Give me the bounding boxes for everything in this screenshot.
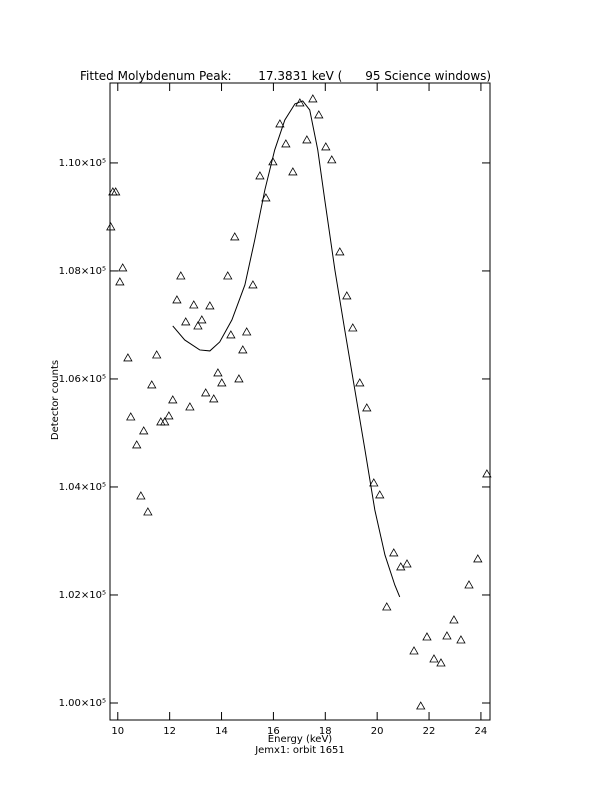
x-tick-label: 16 [267, 726, 280, 737]
data-point [115, 277, 125, 286]
data-point [342, 291, 352, 300]
data-point [362, 403, 372, 412]
data-point [348, 323, 358, 332]
data-point [156, 417, 166, 426]
data-point [389, 548, 399, 557]
y-axis-label: Detector counts [50, 360, 61, 440]
y-tick-label: 1.08×10⁵ [59, 266, 106, 277]
data-point [436, 658, 446, 667]
data-point [242, 327, 252, 336]
data-point [416, 701, 426, 710]
x-tick-label: 24 [475, 726, 488, 737]
data-point [248, 280, 258, 289]
data-point [422, 632, 432, 641]
data-point [230, 232, 240, 241]
data-point [118, 263, 128, 272]
data-point [201, 388, 211, 397]
data-point [136, 491, 146, 500]
plot-frame [109, 82, 491, 721]
data-point [261, 193, 271, 202]
chart-title: Fitted Molybdenum Peak: 17.3831 keV ( 95… [80, 69, 491, 83]
data-point [151, 350, 162, 359]
data-point [314, 110, 324, 119]
data-point [126, 412, 136, 421]
data-point [275, 119, 285, 128]
data-point [281, 139, 291, 148]
data-point [429, 654, 439, 663]
data-point [288, 167, 298, 176]
data-point [255, 171, 265, 180]
data-point [302, 135, 312, 144]
data-point [402, 559, 412, 568]
x-tick-label: 12 [163, 726, 176, 737]
x-axis-label: Energy (keV) [268, 734, 333, 745]
y-tick-label: 1.06×10⁵ [59, 374, 106, 385]
data-point [213, 368, 223, 377]
data-point [181, 317, 191, 326]
data-point [217, 378, 227, 387]
x-tick-label: 22 [423, 726, 436, 737]
subtitle: Jemx1: orbit 1651 [254, 745, 345, 756]
data-point [335, 247, 345, 256]
y-tick-label: 1.10×10⁵ [59, 158, 106, 169]
data-point [160, 417, 170, 426]
data-point [369, 478, 379, 487]
data-point [223, 271, 233, 280]
data-point [147, 380, 157, 389]
data-point [139, 426, 149, 435]
fit-line [172, 100, 401, 598]
y-tick-label: 1.02×10⁵ [59, 590, 106, 601]
data-point [473, 554, 483, 563]
data-point [176, 271, 186, 280]
data-point [268, 157, 278, 166]
x-tick-label: 14 [215, 726, 228, 737]
data-point [111, 187, 121, 196]
data-point [442, 631, 452, 640]
data-point [308, 94, 318, 103]
data-point [234, 374, 244, 383]
data-point [189, 300, 199, 309]
data-point [197, 315, 207, 324]
data-point [106, 222, 116, 231]
data-point [382, 602, 392, 611]
data-point [327, 155, 337, 164]
data-point [164, 411, 174, 420]
data-point [482, 469, 492, 478]
data-point [396, 562, 406, 571]
y-tick-label: 1.00×10⁵ [59, 698, 106, 709]
data-point [409, 646, 419, 655]
data-point [355, 378, 365, 387]
x-tick-label: 18 [319, 726, 332, 737]
data-point [123, 353, 133, 362]
data-point [209, 394, 219, 403]
data-point [238, 345, 248, 354]
data-point [449, 615, 459, 624]
data-point [172, 295, 182, 304]
data-point [132, 440, 142, 449]
data-point [464, 580, 474, 589]
data-point [456, 635, 466, 644]
data-point [143, 507, 153, 516]
y-tick-label: 1.04×10⁵ [59, 482, 106, 493]
data-point [375, 490, 385, 499]
data-point [168, 395, 178, 404]
data-point [321, 142, 331, 151]
data-point [205, 301, 215, 310]
data-point [185, 402, 195, 411]
data-point [193, 321, 203, 330]
x-tick-label: 10 [111, 726, 124, 737]
x-tick-label: 20 [371, 726, 384, 737]
data-point [226, 330, 236, 339]
